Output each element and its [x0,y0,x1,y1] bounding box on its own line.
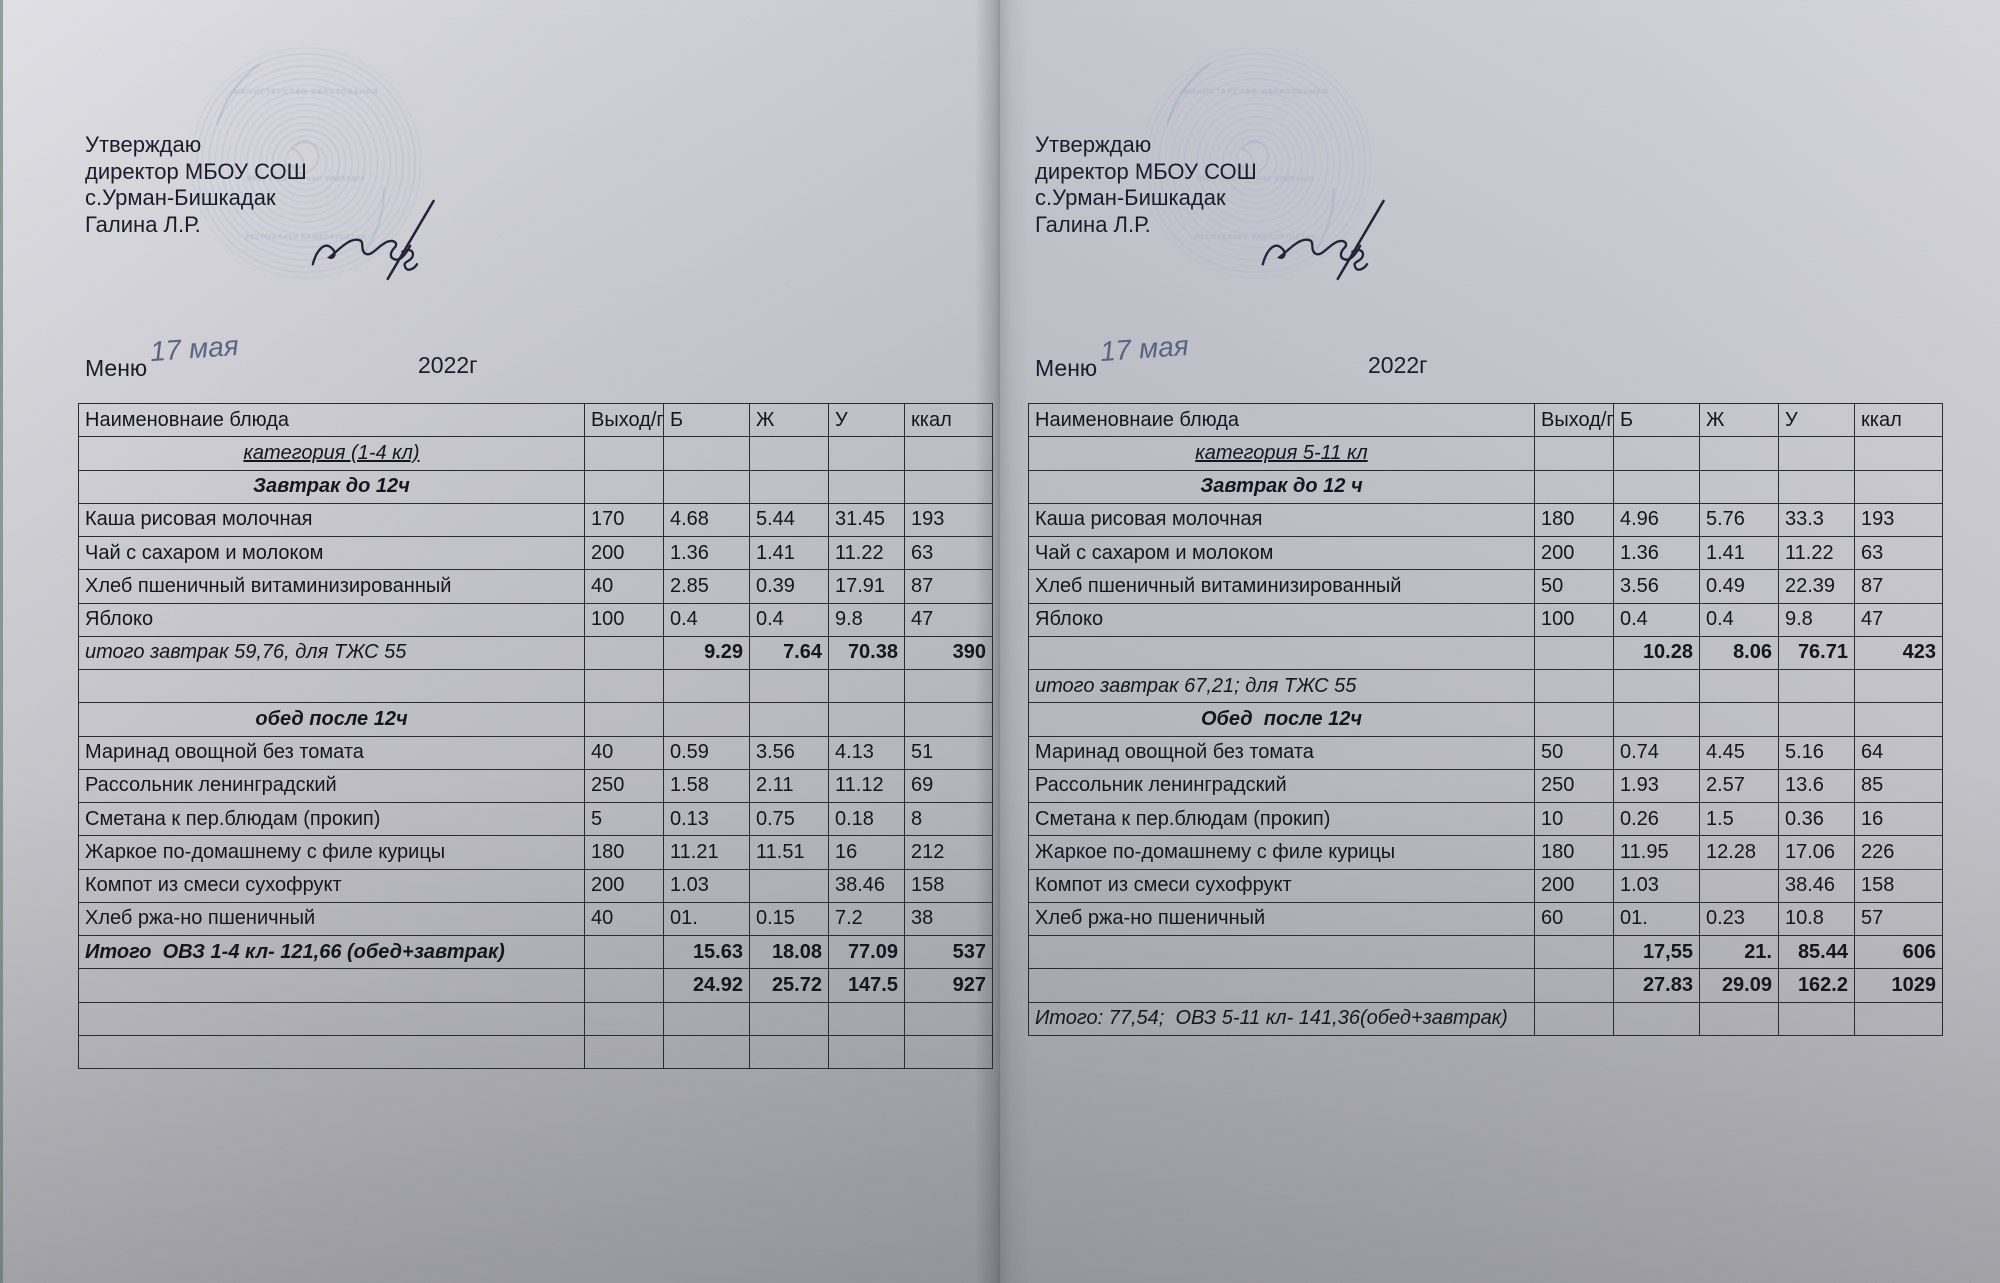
svg-text:МИНИСТЕРСТВО ОБРАЗОВАНИЯ: МИНИСТЕРСТВО ОБРАЗОВАНИЯ [233,87,379,96]
svg-text:МИНИСТЕРСТВО ОБРАЗОВАНИЯ: МИНИСТЕРСТВО ОБРАЗОВАНИЯ [1183,87,1329,96]
